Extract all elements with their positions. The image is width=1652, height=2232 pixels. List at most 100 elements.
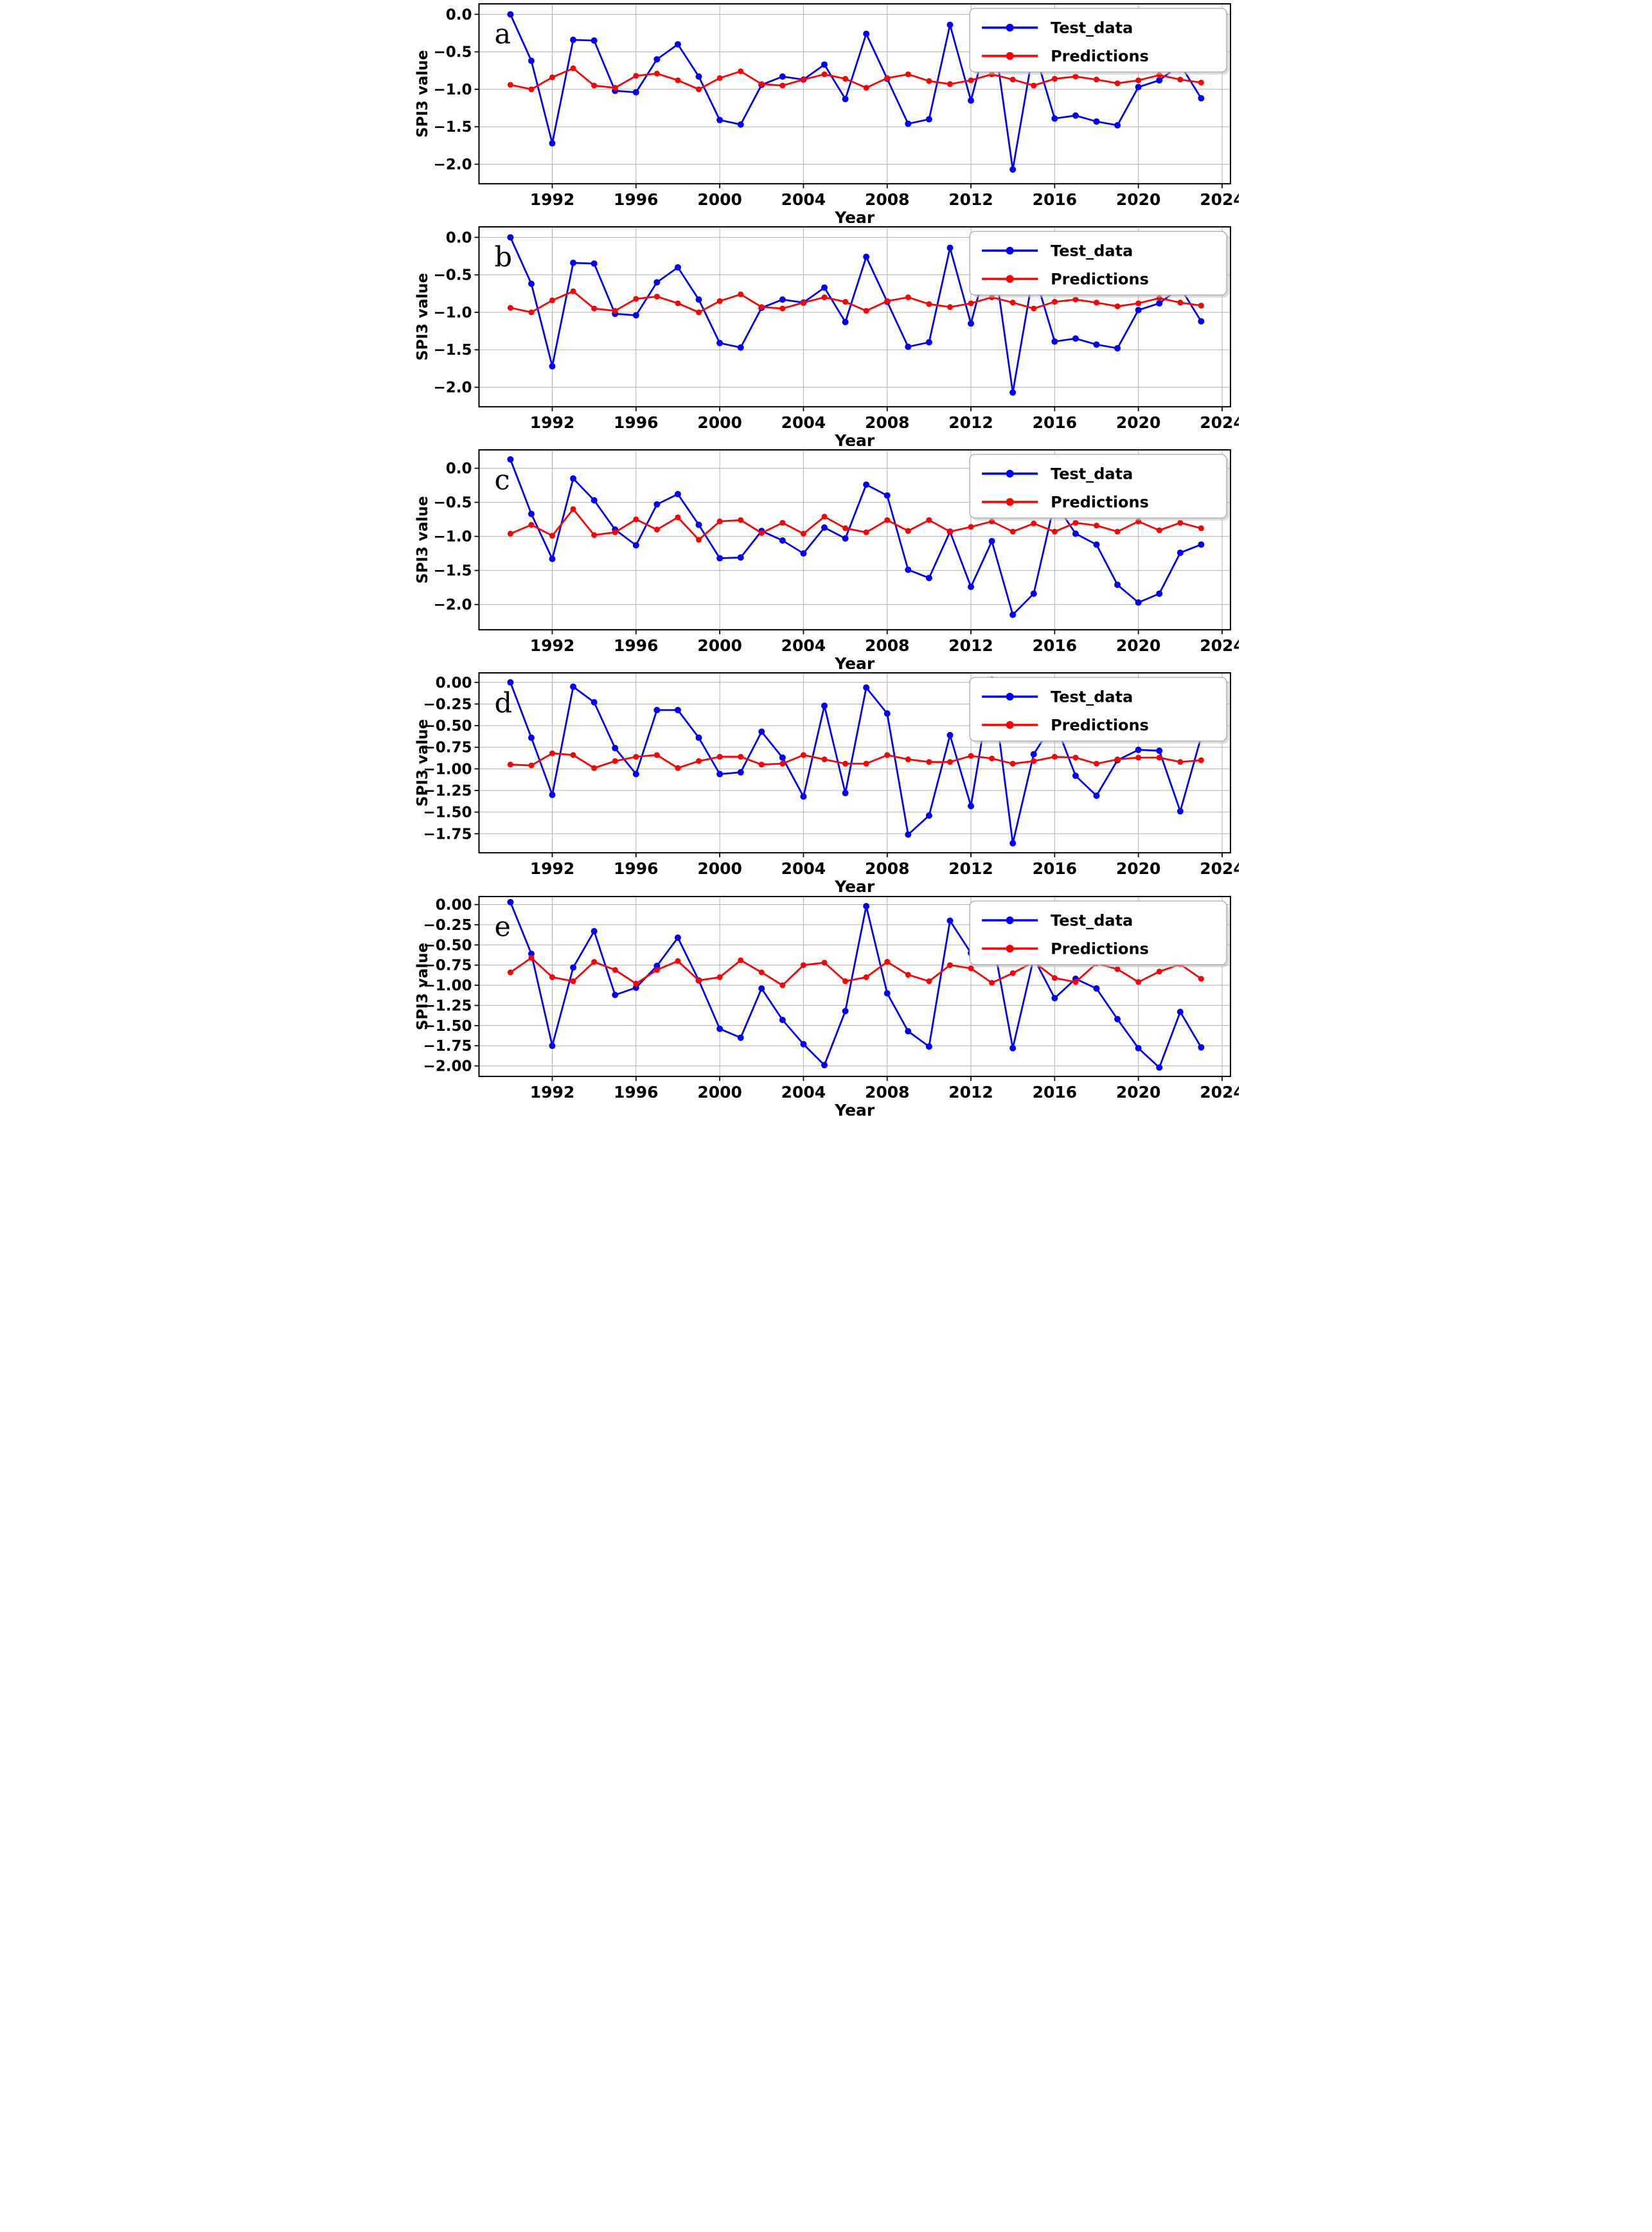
data-point-predictions [800,299,806,306]
y-tick-label: −2.0 [433,597,472,614]
x-tick-label: 2000 [697,190,742,209]
data-point-predictions [633,296,639,302]
x-tick-label: 2004 [781,636,826,655]
data-point-test_data [946,244,954,251]
data-point-test_data [507,11,514,18]
data-point-test_data [884,990,891,997]
data-point-predictions [800,531,806,537]
data-point-test_data [1114,345,1121,352]
data-point-test_data [591,260,598,267]
legend-label: Predictions [1051,47,1149,65]
data-point-predictions [926,759,932,765]
data-point-test_data [1156,76,1163,84]
data-point-predictions [905,528,911,534]
data-point-test_data [653,962,661,969]
data-point-test_data [1093,118,1100,125]
series-line-test_data [509,237,1202,394]
data-point-predictions [675,514,681,521]
data-point-test_data [1093,541,1100,548]
y-tick-label: −1.0 [433,529,472,546]
data-point-test_data [884,710,891,717]
data-point-test_data [716,339,724,346]
data-point-test_data [674,40,681,48]
data-point-predictions [1198,525,1204,531]
data-point-test_data [1156,747,1163,754]
data-point-predictions [926,301,932,307]
data-point-predictions [926,78,932,84]
data-point-test_data [737,1034,744,1041]
data-point-predictions [884,75,891,81]
data-point-test_data [737,769,744,776]
data-point-predictions [989,979,995,986]
data-point-predictions [716,298,723,305]
chart-svg-a: 1992 1996 2000 2004 2008 2012 2016 2020 2024 0.0 −… [413,0,1239,224]
data-point-test_data [1198,1044,1205,1051]
data-point-predictions [549,533,555,539]
x-axis-label: Year [834,654,875,669]
data-point-test_data [1051,338,1058,345]
y-tick-label: −1.0 [433,82,472,98]
data-point-test_data [716,555,724,562]
data-point-predictions [800,752,806,758]
x-tick-label: 2016 [1033,1082,1078,1101]
data-point-predictions [884,958,891,965]
chart-svg-e: 1992 1996 2000 2004 2008 2012 2016 2020 2024 0.00… [413,892,1239,1116]
chart-svg-c: 1992 1996 2000 2004 2008 2012 2016 2020 2024 0.0 −… [413,446,1239,670]
data-point-predictions [863,761,869,767]
series-line-predictions [509,508,1202,541]
x-tick-label: 2004 [781,413,826,432]
data-point-test_data [507,456,514,463]
data-point-test_data [507,234,514,241]
legend-marker [1006,693,1014,701]
data-point-predictions [1198,976,1204,982]
plot-border [478,226,1231,408]
x-tick-label: 1992 [530,1082,575,1101]
data-point-test_data [946,917,954,924]
data-point-test_data [821,284,828,291]
data-point-predictions [821,756,828,763]
data-point-predictions [1114,80,1121,87]
data-point-predictions [528,954,535,961]
legend-marker [1006,944,1014,952]
data-point-predictions [612,967,618,973]
series-line-test_data [509,901,1202,1069]
series-line-predictions [509,290,1202,314]
legend-label: Predictions [1051,271,1149,289]
data-point-test_data [528,280,535,287]
data-point-predictions [821,513,828,520]
data-point-predictions [716,754,723,760]
data-point-predictions [1177,76,1184,83]
x-tick-label: 2000 [697,636,742,655]
data-point-test_data [821,61,828,68]
data-point-predictions [696,977,702,983]
x-tick-label: 2016 [1033,636,1078,655]
series-line-predictions [509,956,1202,987]
data-point-predictions [1177,520,1184,526]
y-tick-label: −1.50 [423,805,472,821]
plot-border [478,672,1231,854]
data-point-predictions [570,752,576,758]
data-point-test_data [1156,300,1163,307]
y-tick-label: −1.00 [423,978,472,994]
data-point-predictions [946,304,953,310]
data-point-test_data [632,771,639,778]
data-point-predictions [779,520,786,526]
x-tick-label: 2024 [1200,1082,1239,1101]
x-tick-label: 1992 [530,413,575,432]
data-point-test_data [549,1042,556,1049]
chart-panel-b: 1992 1996 2000 2004 2008 2012 2016 2020 2024 0.0 −… [413,223,1239,447]
data-point-predictions [591,765,598,772]
legend-marker [1006,916,1014,924]
data-point-predictions [1135,77,1142,84]
y-tick-label: −0.75 [423,957,472,974]
data-point-predictions [863,530,869,536]
y-axis-label: SPI3 value [414,942,431,1030]
data-point-test_data [1093,341,1100,348]
series-line-predictions [509,753,1202,769]
data-point-test_data [716,1025,724,1032]
data-point-predictions [1072,979,1079,985]
panel-letter: d [494,688,512,720]
data-point-test_data [570,260,577,267]
data-point-test_data [653,279,661,286]
data-point-predictions [507,762,513,768]
